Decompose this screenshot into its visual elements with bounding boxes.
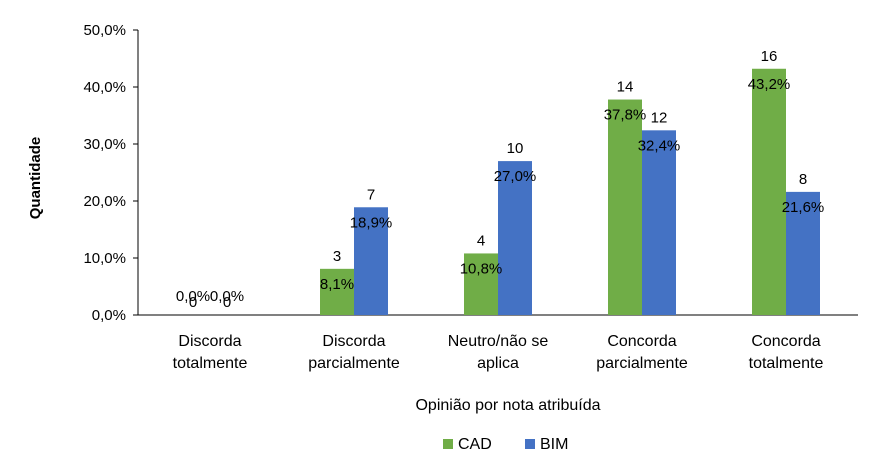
count-label-bim: 7	[367, 186, 375, 203]
percent-label-bim: 27,0%	[494, 168, 537, 185]
bar-cad[interactable]	[464, 253, 498, 315]
count-label-bim: 8	[799, 171, 807, 188]
y-axis-title: Quantidade	[27, 137, 44, 220]
count-label-bim: 12	[651, 109, 668, 126]
x-axis-title: Opinião por nota atribuída	[415, 397, 600, 414]
y-tick-label: 50,0%	[83, 22, 126, 39]
y-tick-label: 40,0%	[83, 79, 126, 96]
legend-label-bim: BIM	[540, 436, 568, 453]
legend-swatch-cad	[443, 439, 453, 449]
count-label-bim: 10	[507, 140, 524, 157]
x-tick-label: Neutro/não se	[448, 333, 549, 350]
x-tick-label: Discorda	[322, 333, 385, 350]
count-label-cad: 0	[189, 294, 197, 311]
x-tick-label: parcialmente	[308, 355, 400, 372]
x-tick-label: aplica	[477, 355, 519, 372]
y-tick-label: 10,0%	[83, 250, 126, 267]
y-tick-label: 30,0%	[83, 136, 126, 153]
percent-label-cad: 43,2%	[748, 76, 791, 93]
count-label-cad: 14	[617, 79, 634, 96]
x-tick-label: parcialmente	[596, 355, 688, 372]
y-tick-label: 20,0%	[83, 193, 126, 210]
percent-label-bim: 32,4%	[638, 137, 681, 154]
legend-swatch-bim	[525, 439, 535, 449]
count-label-bim: 0	[223, 294, 231, 311]
bar-cad[interactable]	[608, 99, 642, 315]
bar-bim[interactable]	[498, 161, 532, 315]
count-label-cad: 3	[333, 248, 341, 265]
x-tick-label: totalmente	[173, 355, 248, 372]
legend-label-cad: CAD	[458, 436, 492, 453]
percent-label-cad: 37,8%	[604, 107, 647, 124]
y-tick-label: 0,0%	[92, 307, 126, 324]
count-label-cad: 4	[477, 232, 485, 249]
count-label-cad: 16	[761, 48, 778, 65]
legend: CAD BIM	[443, 436, 568, 453]
percent-label-cad: 0,0%	[176, 288, 210, 305]
percent-label-bim: 18,9%	[350, 214, 393, 231]
x-tick-label: Concorda	[607, 333, 676, 350]
bar-cad[interactable]	[320, 268, 354, 315]
x-tick-label: totalmente	[749, 355, 824, 372]
x-tick-label: Discorda	[178, 333, 241, 350]
x-tick-label: Concorda	[751, 333, 820, 350]
bar-bim[interactable]	[786, 191, 820, 315]
percent-label-cad: 10,8%	[460, 260, 503, 277]
percent-label-bim: 0,0%	[210, 288, 244, 305]
bar-bim[interactable]	[642, 130, 676, 315]
percent-label-cad: 8,1%	[320, 276, 354, 293]
bar-bim[interactable]	[354, 207, 388, 315]
percent-label-bim: 21,6%	[782, 199, 825, 216]
bar-cad[interactable]	[752, 68, 786, 315]
